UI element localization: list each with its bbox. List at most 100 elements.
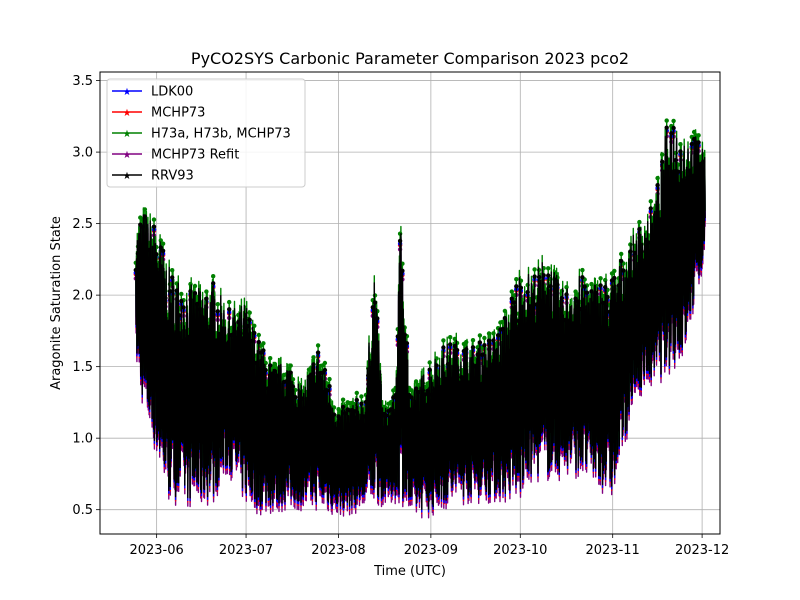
data-point [628, 249, 633, 254]
x-tick-label: 2023-09 [404, 543, 458, 558]
data-point [375, 316, 380, 321]
data-point [454, 347, 460, 353]
data-point [413, 386, 419, 391]
data-point [254, 360, 259, 365]
data-point [552, 277, 558, 282]
data-point [448, 342, 453, 347]
data-point [477, 340, 483, 345]
data-point [315, 343, 321, 348]
data-point [325, 388, 330, 393]
legend-label: MCHP73 Refit [151, 148, 239, 163]
data-point [468, 384, 473, 389]
data-point [550, 318, 555, 323]
data-point [653, 240, 658, 245]
data-point [548, 277, 553, 282]
data-point [311, 362, 316, 367]
data-point [589, 281, 594, 287]
data-point [557, 321, 562, 326]
data-point [268, 363, 273, 368]
data-point [536, 274, 542, 280]
data-point [596, 332, 601, 337]
data-point [614, 302, 619, 307]
data-point [311, 355, 316, 360]
data-point [612, 275, 617, 281]
legend-box [106, 78, 306, 188]
data-point [290, 384, 296, 389]
data-point [577, 306, 583, 312]
data-point [208, 335, 214, 340]
y-axis: 0.5 1.0 1.5 2.0 2.5 3.0 3.5 [72, 74, 100, 518]
data-point [495, 333, 501, 338]
data-point [470, 345, 476, 350]
data-point [689, 141, 694, 147]
data-point [256, 339, 261, 345]
data-point [619, 258, 624, 264]
data-point [623, 297, 628, 302]
data-point [192, 283, 198, 289]
data-point [589, 289, 594, 294]
data-point [142, 207, 148, 212]
data-point [587, 328, 592, 334]
data-point [397, 231, 403, 236]
data-point [156, 271, 161, 276]
data-point [416, 389, 421, 395]
data-point [657, 217, 663, 222]
data-point [500, 319, 505, 324]
data-point [475, 352, 480, 357]
data-point [404, 341, 410, 346]
data-point [600, 293, 606, 298]
data-point [372, 300, 378, 305]
data-point [514, 277, 519, 282]
data-point [616, 283, 622, 288]
x-tick-label: 2023-10 [493, 543, 547, 558]
data-point [543, 303, 549, 308]
data-point [575, 299, 581, 304]
data-point [564, 292, 569, 297]
data-point [359, 394, 364, 399]
data-point [147, 247, 152, 253]
data-point [334, 426, 339, 432]
x-tick-label: 2023-12 [675, 543, 729, 558]
data-point [443, 376, 448, 382]
data-point [682, 179, 688, 184]
data-point [518, 285, 524, 290]
data-point [489, 365, 494, 371]
legend-label: MCHP73 [151, 106, 205, 121]
data-point [655, 183, 660, 188]
data-point [217, 331, 223, 336]
data-point [327, 384, 332, 389]
data-point [331, 412, 337, 417]
data-point [252, 323, 257, 328]
data-point [423, 392, 428, 397]
data-point [464, 339, 469, 345]
data-point [302, 406, 307, 411]
data-point [648, 199, 653, 204]
data-point [605, 294, 610, 300]
data-point [179, 298, 184, 304]
data-point [486, 338, 492, 343]
data-point [552, 270, 558, 275]
data-point [473, 364, 478, 369]
series-markers-rrv93 [133, 125, 706, 432]
x-tick-label: 2023-06 [129, 543, 183, 558]
data-point [603, 277, 608, 283]
data-point [154, 244, 159, 250]
data-point [370, 305, 375, 310]
y-tick-label: 2.5 [72, 217, 93, 232]
data-point [673, 157, 679, 163]
data-point [356, 419, 362, 425]
data-point [133, 267, 138, 273]
data-point [409, 388, 414, 393]
data-point [151, 217, 157, 222]
data-point [256, 332, 261, 338]
data-point [621, 268, 626, 273]
data-point [593, 290, 599, 296]
data-point [158, 245, 163, 250]
data-point [247, 317, 252, 323]
data-point [299, 396, 305, 401]
data-point [600, 300, 606, 306]
data-point [427, 367, 432, 372]
data-point [671, 118, 676, 124]
data-point [304, 400, 309, 406]
